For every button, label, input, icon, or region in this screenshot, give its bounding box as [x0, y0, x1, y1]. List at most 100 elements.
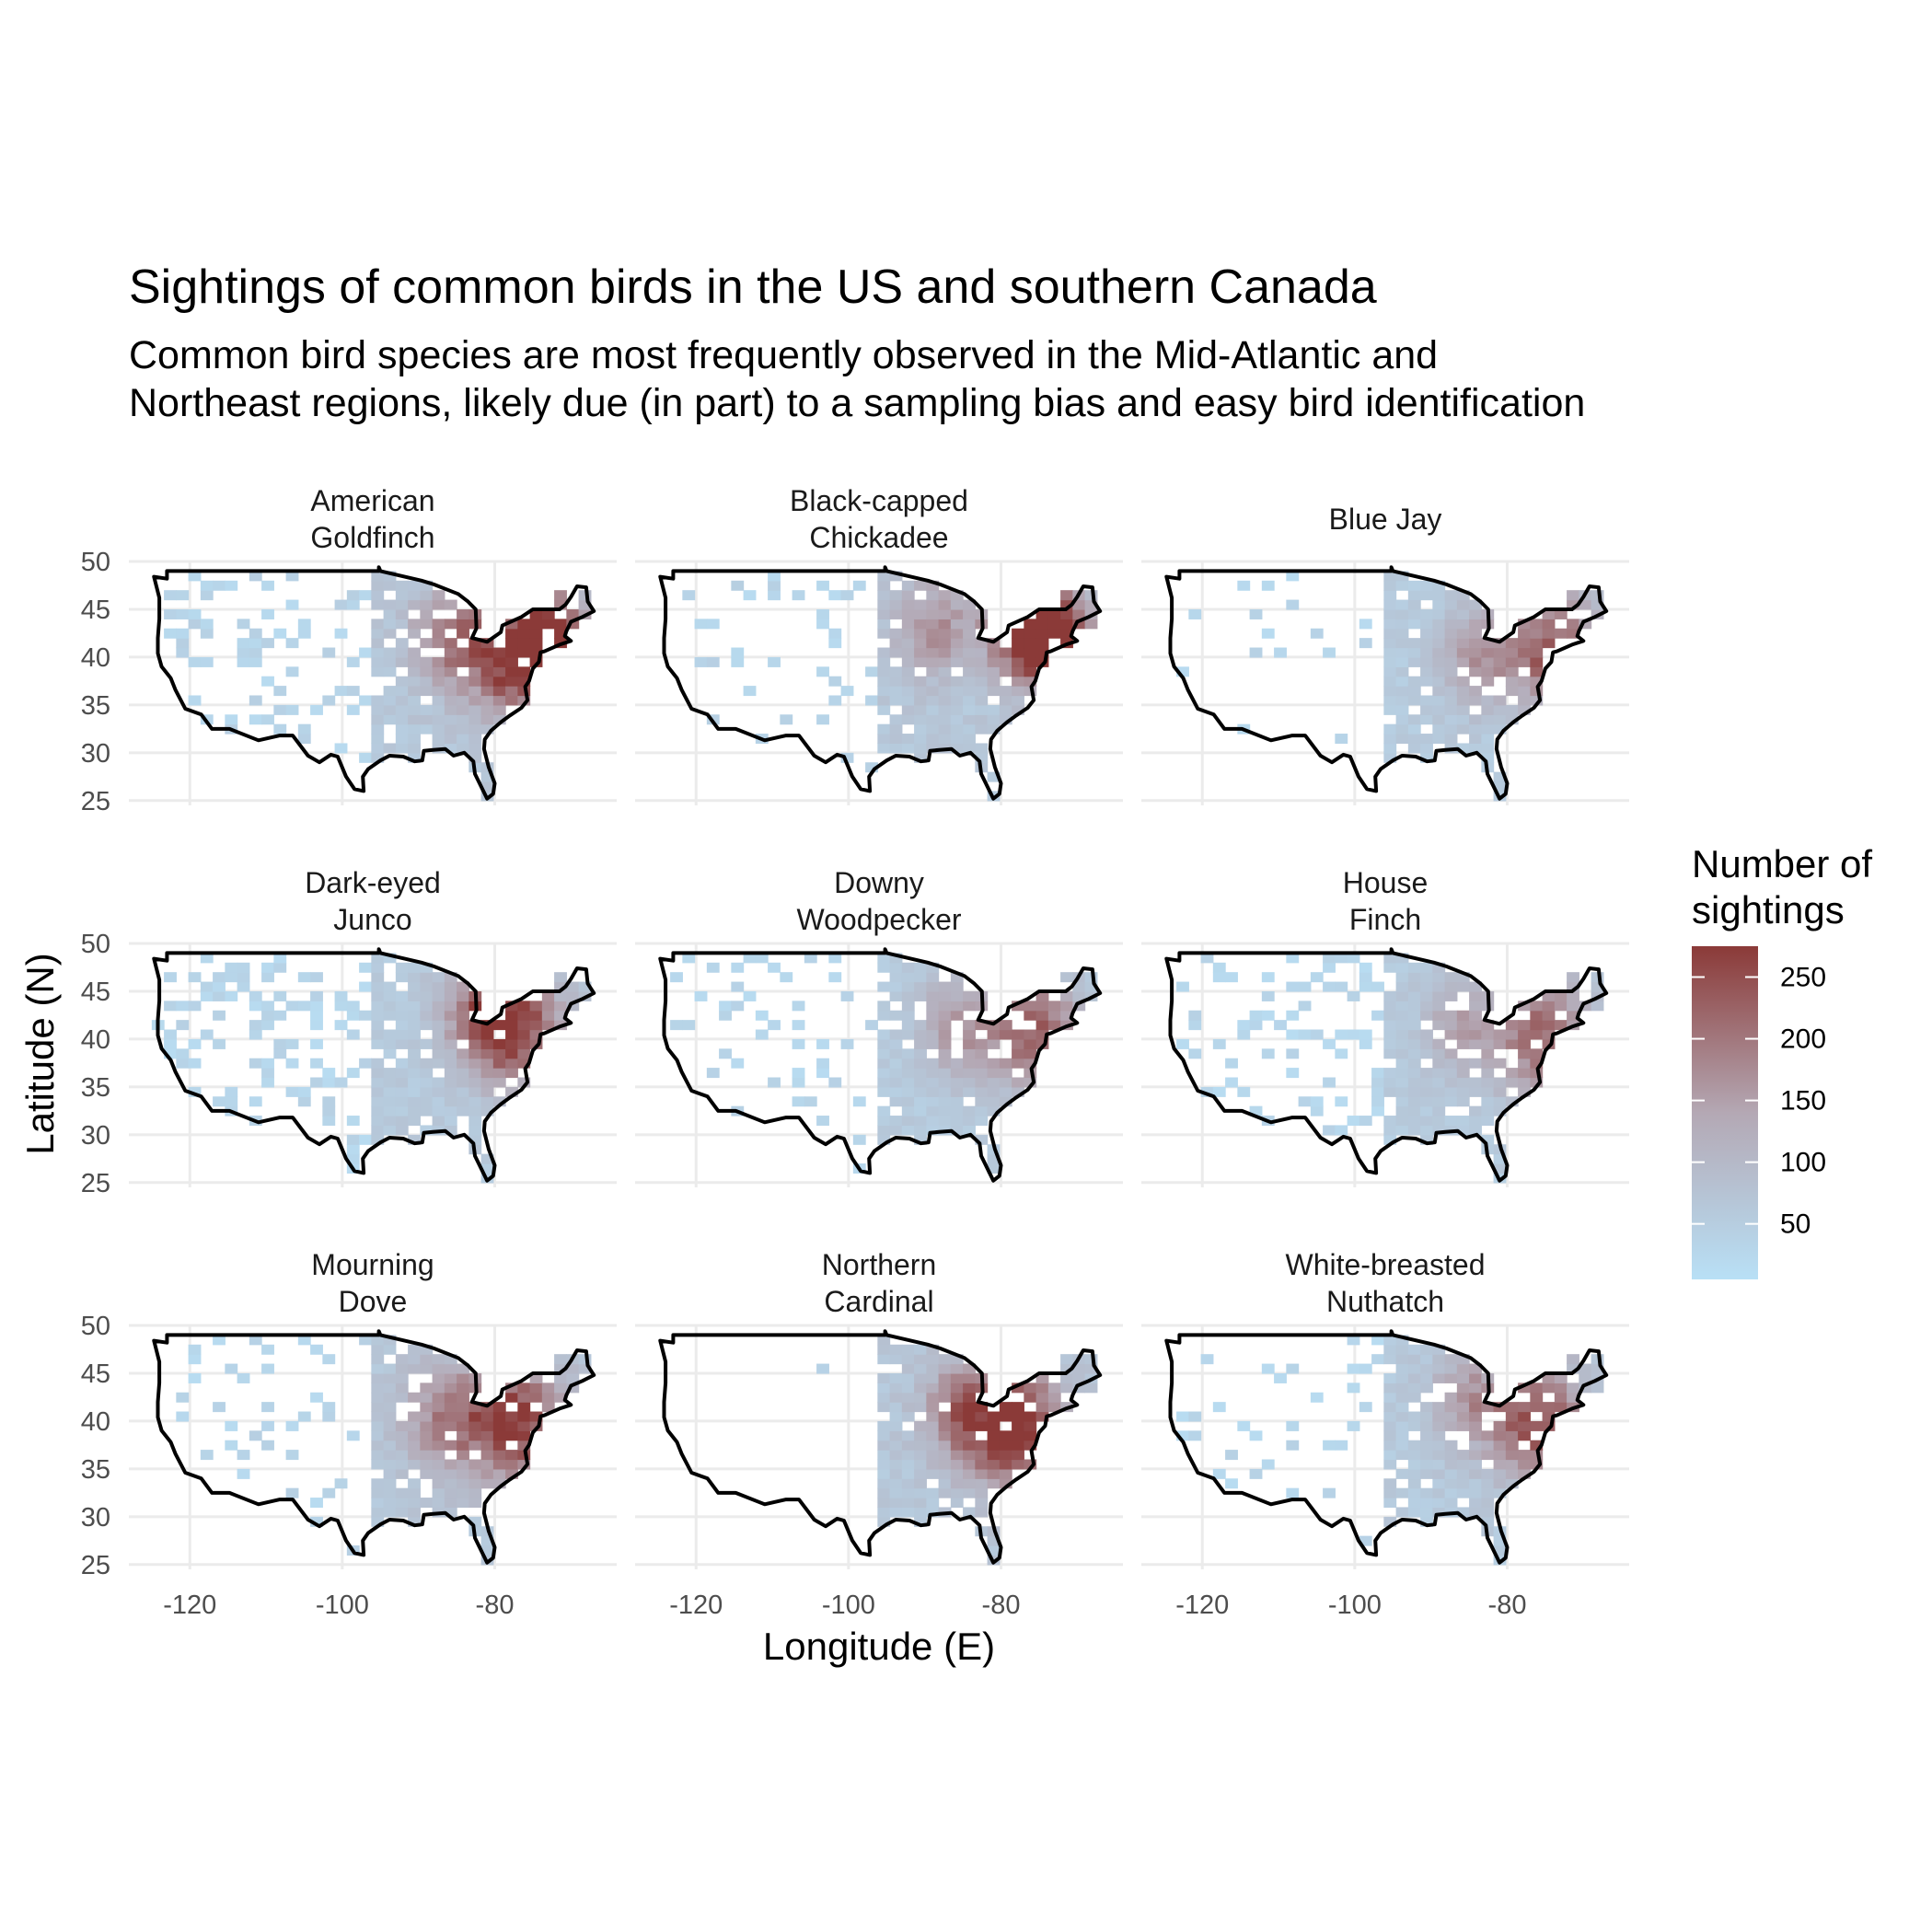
heatmap-cell [1567, 1010, 1579, 1021]
heatmap-cell [1024, 656, 1037, 667]
heatmap-cell [926, 1354, 940, 1365]
heatmap-cell [1395, 1507, 1409, 1518]
heatmap-cell [1012, 1029, 1024, 1040]
heatmap-cell [408, 656, 421, 667]
heatmap-cell [1383, 1001, 1397, 1012]
heatmap-cell [371, 1411, 385, 1422]
heatmap-cell [566, 1382, 580, 1394]
heatmap-cell [164, 628, 177, 639]
heatmap-cell [1335, 1125, 1348, 1136]
heatmap-cell [1359, 1402, 1372, 1413]
heatmap-cell [938, 1382, 952, 1394]
heatmap-cell [371, 1105, 385, 1116]
heatmap-cell [1493, 1153, 1507, 1164]
heatmap-cell [1420, 1086, 1433, 1097]
heatmap-cell [987, 666, 1001, 677]
y-tick-label: 35 [81, 691, 110, 721]
heatmap-cell [938, 714, 952, 725]
heatmap-cell [987, 686, 1001, 697]
heatmap-cell [395, 1105, 409, 1116]
heatmap-cell [1395, 1354, 1409, 1365]
heatmap-cell [554, 590, 567, 601]
us-outline [658, 947, 1103, 1183]
heatmap-cell [1469, 1430, 1482, 1441]
heatmap-cell [322, 1411, 336, 1422]
heatmap-cell [914, 734, 927, 745]
heatmap-cell [914, 1105, 927, 1116]
heatmap-cell [914, 1125, 927, 1136]
heatmap-cell [938, 1105, 952, 1116]
heatmap-cell [1383, 1498, 1397, 1509]
heatmap-cell [432, 695, 445, 706]
heatmap-cell [1383, 1020, 1397, 1031]
heatmap-cell [950, 1402, 964, 1413]
heatmap-cell [213, 1402, 226, 1413]
heatmap-cell [432, 1105, 445, 1116]
heatmap-cell [1481, 1487, 1495, 1498]
heatmap-cell [1481, 752, 1495, 763]
heatmap-cell [432, 723, 445, 735]
heatmap-cell [213, 990, 226, 1001]
heatmap-cell [1481, 656, 1495, 667]
heatmap-cell [285, 1086, 299, 1097]
heatmap-cell [420, 1038, 434, 1049]
heatmap-cell [1024, 686, 1037, 697]
heatmap-cell [877, 1029, 891, 1040]
heatmap-cell [889, 1125, 903, 1136]
heatmap-cell [950, 1459, 964, 1470]
heatmap-cell [1493, 704, 1507, 715]
heatmap-cell [334, 743, 348, 754]
heatmap-cell [371, 1507, 385, 1518]
heatmap-cell [420, 666, 434, 677]
heatmap-cell [1347, 1363, 1360, 1374]
heatmap-cell [926, 1363, 940, 1374]
heatmap-cell [987, 771, 1001, 782]
heatmap-cell [877, 1498, 891, 1509]
heatmap-cell [432, 1077, 445, 1088]
heatmap-cell [383, 686, 397, 697]
heatmap-cell [383, 647, 397, 658]
heatmap-cell [1420, 1344, 1433, 1355]
heatmap-cell [1012, 1420, 1024, 1431]
heatmap-cell [383, 1420, 397, 1431]
heatmap-cell [1432, 972, 1446, 983]
heatmap-cell [877, 1487, 891, 1498]
heatmap-cell [529, 1382, 543, 1394]
heatmap-cell [1542, 1372, 1556, 1383]
heatmap-cell [1024, 628, 1037, 639]
heatmap-cell [1407, 714, 1421, 725]
heatmap-cell [480, 1411, 494, 1422]
heatmap-cell [1188, 1020, 1202, 1031]
heatmap-cell [310, 1010, 323, 1021]
heatmap-cell [371, 1402, 385, 1413]
heatmap-cell [1432, 599, 1446, 610]
heatmap-cell [963, 1468, 976, 1479]
heatmap-cell [346, 1001, 360, 1012]
heatmap-cell [1505, 1020, 1519, 1031]
heatmap-cell [1395, 1077, 1409, 1088]
heatmap-cell [408, 1029, 421, 1040]
heatmap-cell [1469, 695, 1482, 706]
heatmap-cell [950, 599, 964, 610]
heatmap-cell [395, 1498, 409, 1509]
heatmap-cell [1481, 1498, 1495, 1509]
heatmap-cell [1420, 1420, 1433, 1431]
heatmap-cell [1554, 990, 1568, 1001]
heatmap-cell [285, 1058, 299, 1069]
heatmap-cell [1481, 1086, 1495, 1097]
heatmap-cell [1407, 1001, 1421, 1012]
heatmap-cell [743, 953, 757, 964]
heatmap-cell [1591, 1382, 1604, 1394]
heatmap-cell [1407, 1058, 1421, 1069]
heatmap-cell [963, 647, 976, 658]
heatmap-cell [792, 1096, 805, 1107]
heatmap-cell [926, 714, 940, 725]
heatmap-cell [901, 1125, 915, 1136]
heatmap-cell [804, 1096, 817, 1107]
heatmap-cell [1456, 1372, 1470, 1383]
heatmap-cell [901, 619, 915, 630]
heatmap-cell [1371, 1010, 1384, 1021]
heatmap-cell [408, 1430, 421, 1441]
heatmap-cell [285, 1038, 299, 1049]
heatmap-cell [408, 1058, 421, 1069]
